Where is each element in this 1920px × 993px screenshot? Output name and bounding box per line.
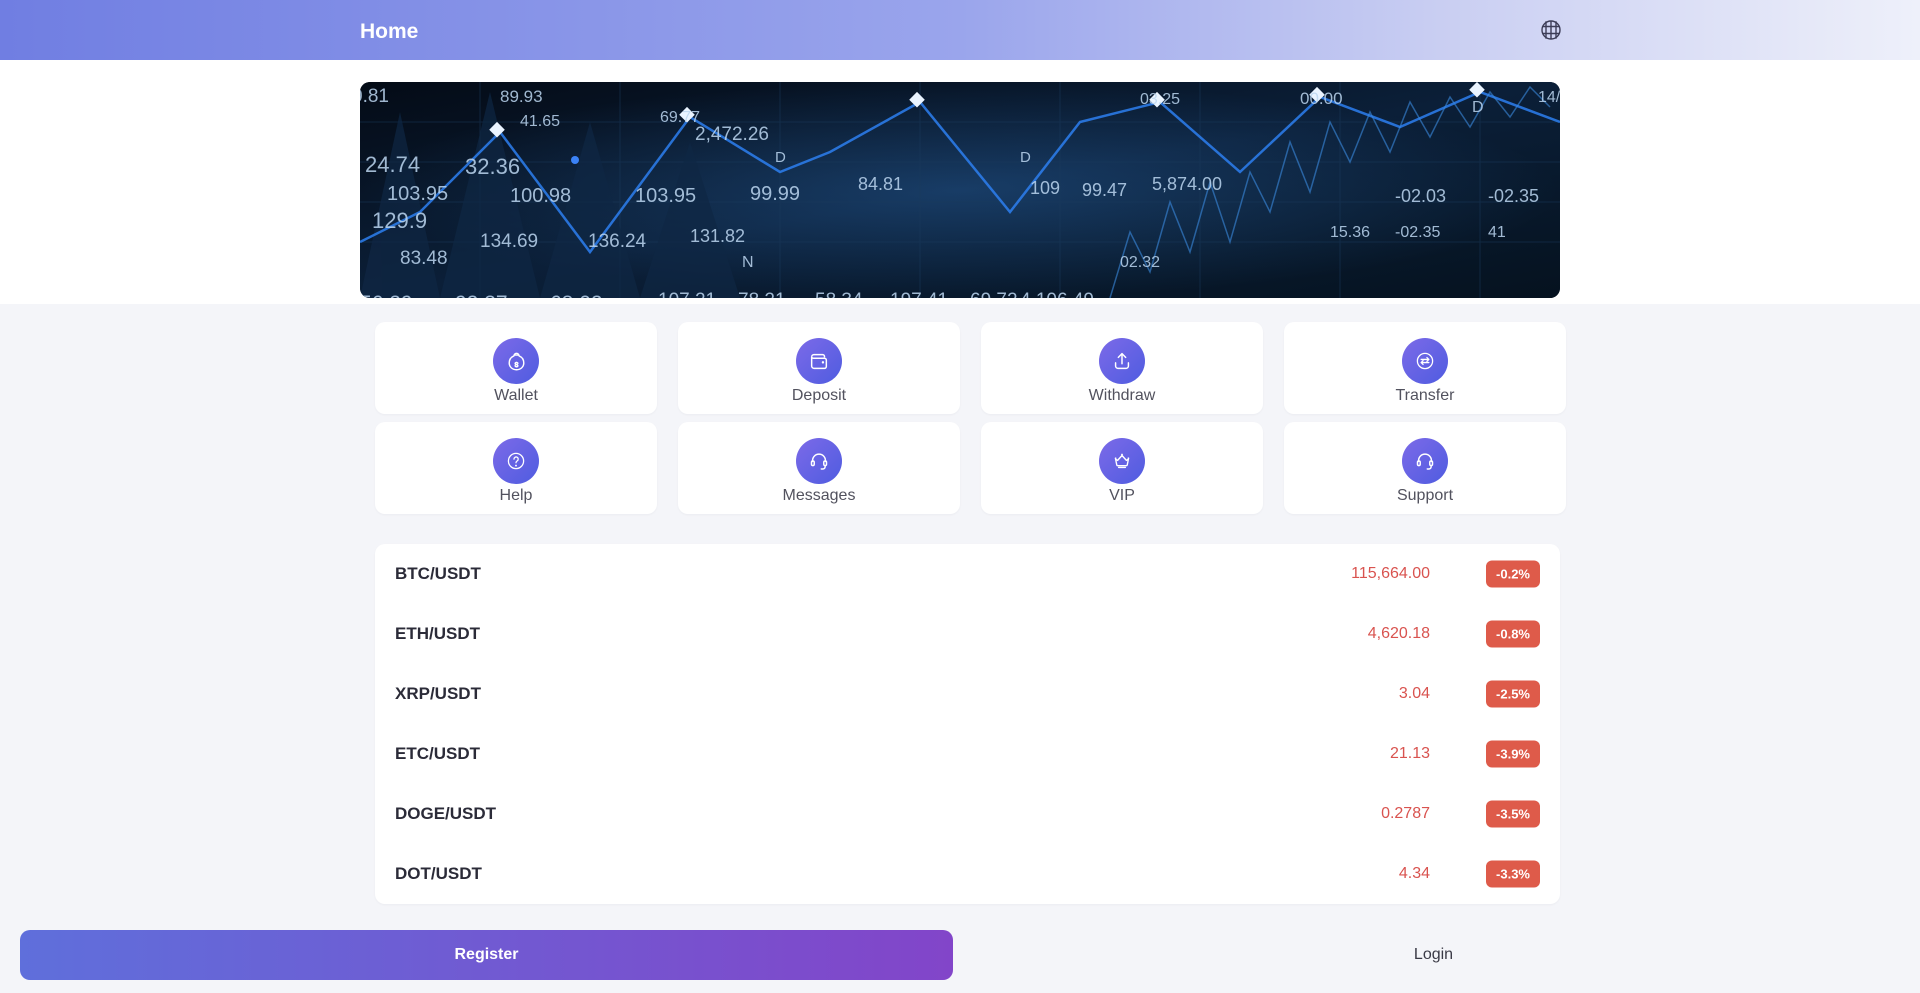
svg-text:197.41: 197.41	[890, 290, 948, 298]
svg-text:5,874.00: 5,874.00	[1152, 174, 1222, 194]
svg-text:134.69: 134.69	[480, 231, 538, 252]
svg-text:03.25: 03.25	[1140, 91, 1180, 108]
svg-text:69.72: 69.72	[970, 290, 1018, 298]
svg-text:99.47: 99.47	[1082, 180, 1127, 200]
svg-text:131.82: 131.82	[690, 226, 745, 246]
svg-text:2,472.26: 2,472.26	[695, 124, 769, 145]
svg-text:41: 41	[1488, 224, 1506, 241]
svg-text:4,106.49: 4,106.49	[1020, 290, 1094, 298]
svg-text:0.81: 0.81	[360, 86, 389, 107]
svg-text:41.65: 41.65	[520, 113, 560, 130]
svg-text:89.93: 89.93	[500, 87, 543, 106]
svg-text:-02.03: -02.03	[1395, 186, 1446, 206]
svg-text:78.21: 78.21	[738, 290, 786, 298]
svg-text:15.36: 15.36	[1330, 224, 1370, 241]
svg-text:103.95: 103.95	[387, 183, 448, 205]
svg-text:136.24: 136.24	[588, 231, 647, 252]
svg-text:D: D	[1020, 149, 1031, 166]
svg-text:84.81: 84.81	[858, 174, 903, 194]
svg-text:107.21: 107.21	[658, 290, 716, 298]
svg-text:00.00: 00.00	[1300, 89, 1343, 108]
svg-text:58.34: 58.34	[815, 290, 863, 298]
svg-text:-02.35: -02.35	[1488, 186, 1539, 206]
svg-text:02.32: 02.32	[1120, 254, 1160, 271]
svg-text:N: N	[742, 254, 754, 271]
svg-text:100.98: 100.98	[510, 185, 571, 207]
svg-text:-02.35: -02.35	[1395, 224, 1440, 241]
svg-text:92.37: 92.37	[455, 292, 508, 298]
svg-text:24.74: 24.74	[365, 152, 420, 177]
svg-text:14/5: 14/5	[1538, 89, 1560, 106]
svg-text:68.02: 68.02	[550, 292, 603, 298]
svg-text:109: 109	[1030, 178, 1060, 198]
svg-text:D: D	[1472, 99, 1484, 116]
svg-text:129.9: 129.9	[372, 208, 427, 233]
svg-text:D: D	[775, 149, 786, 166]
svg-text:103.95: 103.95	[635, 185, 696, 207]
svg-text:83.48: 83.48	[400, 248, 448, 269]
svg-text:56.29: 56.29	[360, 292, 413, 298]
svg-text:32.36: 32.36	[465, 154, 520, 179]
svg-text:99.99: 99.99	[750, 183, 800, 205]
